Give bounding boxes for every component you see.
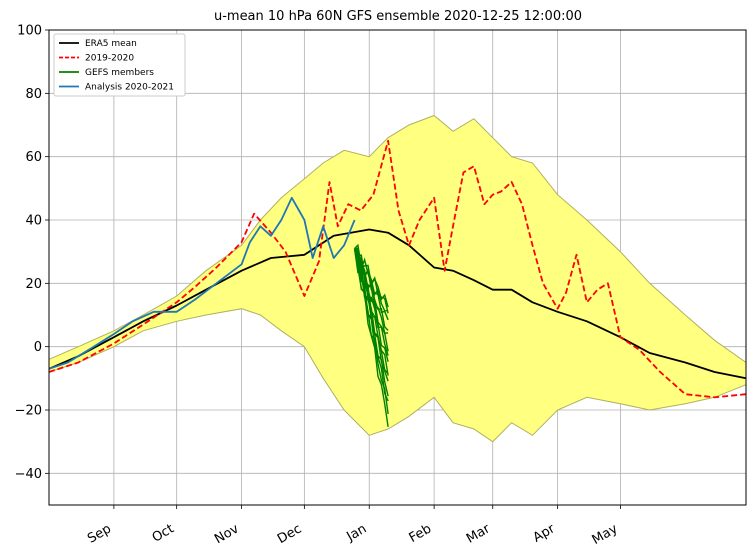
x-tick-label: Dec <box>275 521 304 547</box>
series-line <box>48 228 747 380</box>
plot-frame <box>48 29 747 506</box>
y-tick-label: −20 <box>15 404 42 419</box>
legend-box <box>53 33 186 97</box>
gefs-member-line <box>354 247 389 314</box>
x-tick-label: Sep <box>85 521 114 546</box>
gefs-member-line <box>353 248 389 356</box>
x-tick-label: Mar <box>464 521 493 547</box>
y-tick-label: 80 <box>25 87 42 102</box>
legend-label: ERA5 mean <box>85 39 137 49</box>
y-tick-label: 40 <box>25 214 42 229</box>
legend-label: GEFS members <box>85 68 154 78</box>
y-tick-label: 60 <box>25 150 42 165</box>
legend-label: Analysis 2020-2021 <box>85 83 174 93</box>
y-tick-label: 20 <box>25 277 42 292</box>
gefs-member-line <box>354 248 389 376</box>
x-tick-label: Apr <box>531 521 559 546</box>
x-tick-label: Nov <box>212 521 242 547</box>
gefs-members <box>353 243 389 428</box>
y-tick-label: −40 <box>15 467 42 482</box>
y-tick-label: 0 <box>34 340 42 355</box>
series-line <box>48 139 747 399</box>
legend: ERA5 mean 2019-2020 GEFS members Analysis 2… <box>53 33 186 97</box>
y-tick-label: 100 <box>17 24 42 39</box>
x-tick-label: May <box>590 521 621 548</box>
legend-label: 2019-2020 <box>85 54 134 64</box>
series-line <box>48 196 356 370</box>
x-tick-label: Jan <box>344 521 370 545</box>
gefs-member-line <box>353 248 389 428</box>
chart-title: u-mean 10 hPa 60N GFS ensemble 2020-12-2… <box>214 9 582 24</box>
x-tick-label: Feb <box>407 521 434 546</box>
x-axis: Sep Oct Nov Dec Jan Feb Mar Apr May <box>85 505 621 548</box>
x-tick-label: Oct <box>150 521 177 545</box>
series-lines <box>48 139 747 399</box>
y-axis: −40 −20 0 20 40 60 80 100 <box>15 24 49 482</box>
